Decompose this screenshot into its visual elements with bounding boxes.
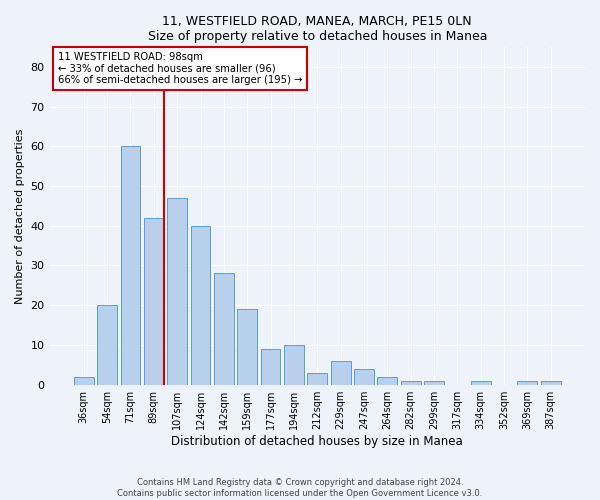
Title: 11, WESTFIELD ROAD, MANEA, MARCH, PE15 0LN
Size of property relative to detached: 11, WESTFIELD ROAD, MANEA, MARCH, PE15 0…: [148, 15, 487, 43]
X-axis label: Distribution of detached houses by size in Manea: Distribution of detached houses by size …: [172, 434, 463, 448]
Bar: [307, 373, 327, 384]
Bar: [517, 380, 538, 384]
Bar: [144, 218, 164, 384]
Bar: [167, 198, 187, 384]
Bar: [424, 380, 444, 384]
Bar: [471, 380, 491, 384]
Bar: [260, 349, 280, 384]
Bar: [377, 377, 397, 384]
Bar: [331, 361, 350, 384]
Bar: [541, 380, 560, 384]
Bar: [121, 146, 140, 384]
Bar: [191, 226, 211, 384]
Bar: [97, 305, 117, 384]
Y-axis label: Number of detached properties: Number of detached properties: [15, 128, 25, 304]
Bar: [74, 377, 94, 384]
Text: Contains HM Land Registry data © Crown copyright and database right 2024.
Contai: Contains HM Land Registry data © Crown c…: [118, 478, 482, 498]
Bar: [238, 309, 257, 384]
Bar: [354, 369, 374, 384]
Bar: [214, 274, 234, 384]
Bar: [401, 380, 421, 384]
Bar: [284, 345, 304, 385]
Text: 11 WESTFIELD ROAD: 98sqm
← 33% of detached houses are smaller (96)
66% of semi-d: 11 WESTFIELD ROAD: 98sqm ← 33% of detach…: [58, 52, 302, 85]
